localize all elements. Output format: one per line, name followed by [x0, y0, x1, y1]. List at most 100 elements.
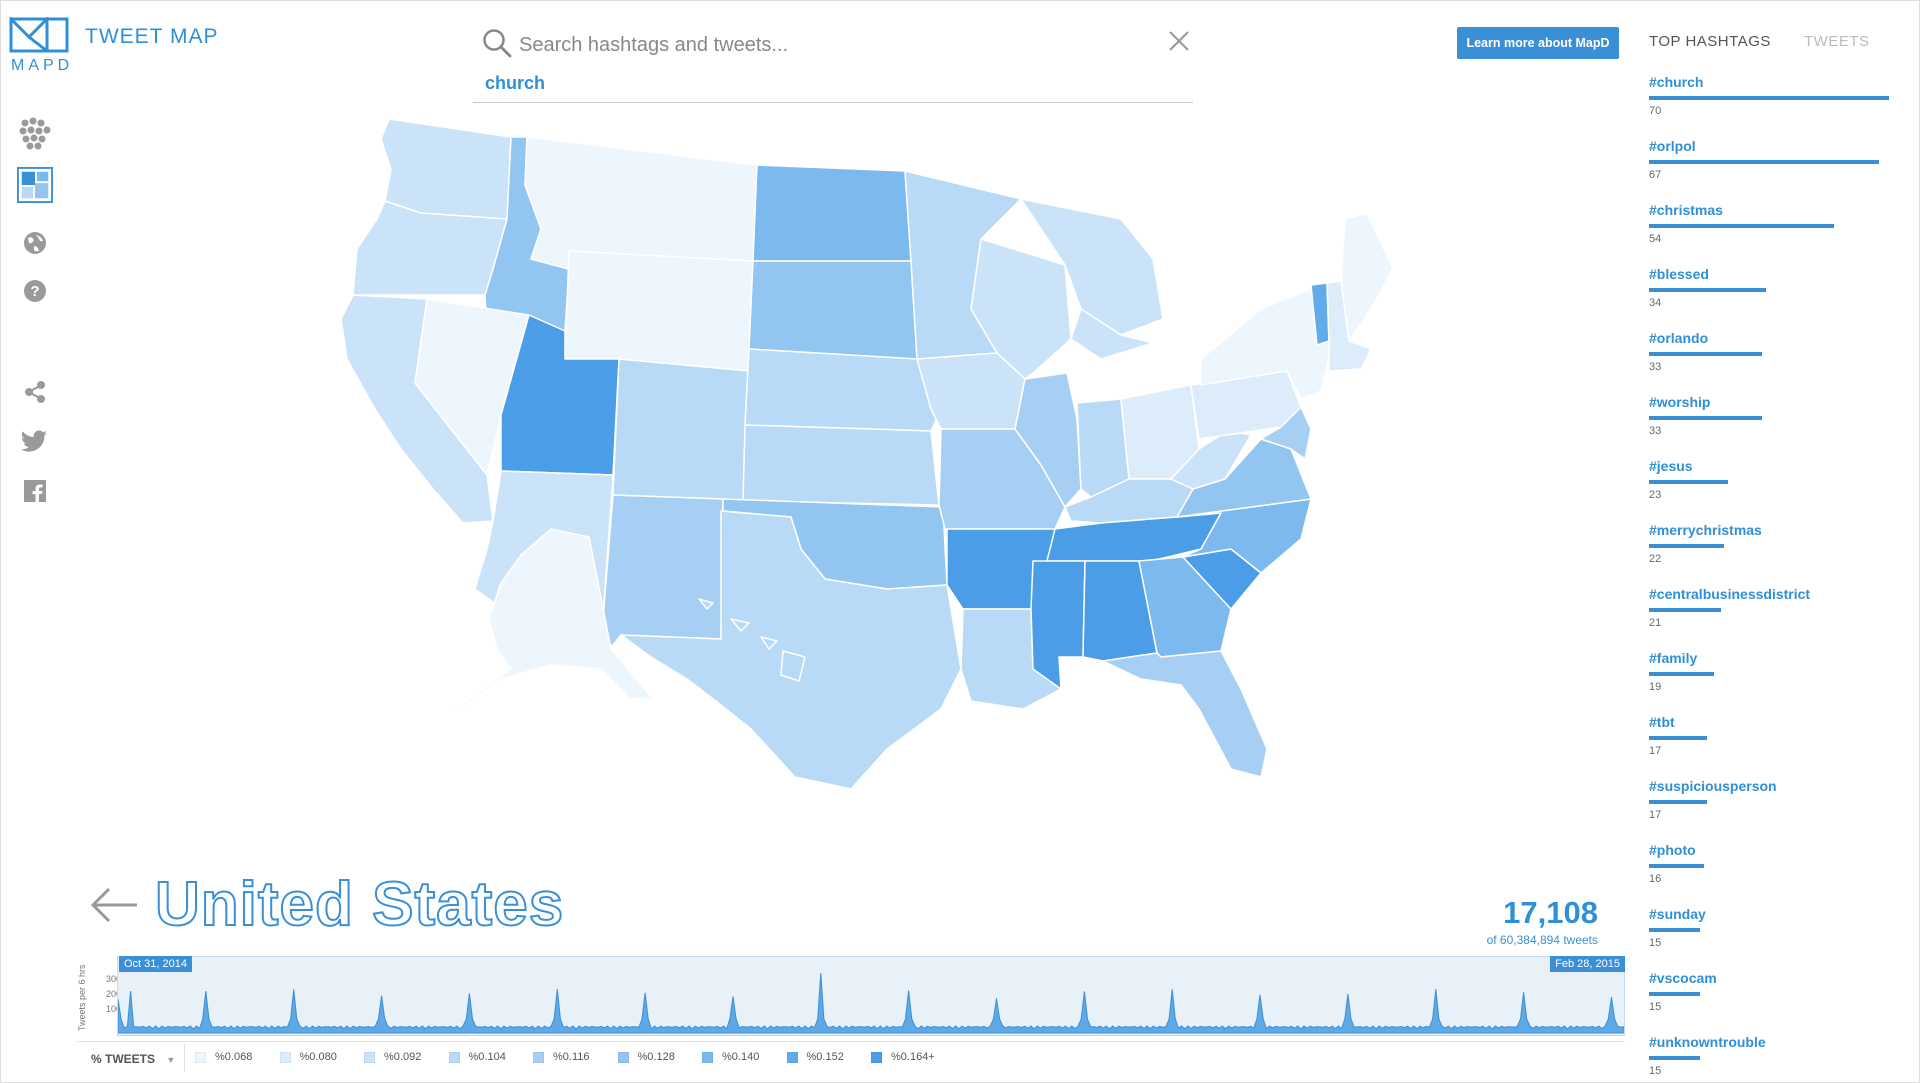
legend-swatch	[702, 1051, 713, 1063]
cluster-view-icon[interactable]	[17, 115, 53, 151]
search-icon	[483, 29, 512, 58]
hashtag-item[interactable]: #centralbusinessdistrict 21	[1649, 585, 1899, 649]
hashtag-name: #merrychristmas	[1649, 522, 1762, 538]
state-mt	[524, 136, 758, 270]
hashtag-name: #photo	[1649, 842, 1696, 858]
hashtag-item[interactable]: #unknowntrouble 15	[1649, 1033, 1899, 1083]
state-il	[1014, 372, 1082, 508]
hashtag-item[interactable]: #church 70	[1649, 73, 1899, 137]
search-input[interactable]	[519, 29, 1119, 61]
hashtag-bar	[1649, 224, 1835, 228]
hashtag-bar	[1649, 160, 1879, 164]
globe-view-icon[interactable]	[17, 225, 53, 261]
right-panel-tabs: TOP HASHTAGS TWEETS	[1649, 33, 1899, 55]
choropleth-view-icon[interactable]	[17, 167, 53, 203]
legend-item: %0.092	[364, 1051, 449, 1063]
legend-swatch	[364, 1051, 375, 1063]
legend-swatch	[617, 1051, 629, 1063]
learn-more-button[interactable]: Learn more about MapD	[1457, 27, 1619, 59]
hashtag-item[interactable]: #orlpol 67	[1649, 137, 1899, 201]
legend-item: %0.116	[533, 1051, 618, 1063]
back-arrow-icon[interactable]	[89, 885, 139, 925]
active-search-term[interactable]: church	[485, 73, 546, 93]
hashtag-item[interactable]: #sunday 15	[1649, 905, 1899, 969]
legend-swatch	[279, 1051, 291, 1063]
hashtag-name: #orlando	[1649, 330, 1709, 346]
timeline-end-date[interactable]: Feb 28, 2015	[1550, 956, 1625, 972]
hashtag-name: #tbt	[1649, 714, 1675, 730]
hashtag-bar	[1649, 800, 1708, 804]
hashtag-count: 54	[1649, 233, 1662, 245]
legend-swatch	[533, 1051, 544, 1063]
legend-label: %0.068	[215, 1051, 253, 1063]
tab-top-hashtags[interactable]: TOP HASHTAGS	[1649, 33, 1771, 50]
help-icon[interactable]: ?	[17, 273, 53, 309]
close-icon[interactable]	[1165, 27, 1193, 55]
mapd-logo[interactable]: MAPD	[9, 17, 71, 75]
state-wa	[380, 118, 512, 220]
hashtag-name: #church	[1649, 74, 1704, 90]
timeline-plot[interactable]	[117, 956, 1625, 1036]
hashtag-item[interactable]: #blessed 34	[1649, 265, 1899, 329]
hashtag-bar	[1649, 928, 1701, 932]
state-hi	[698, 598, 806, 682]
timeline-area	[117, 972, 1625, 1034]
state-wv	[1170, 430, 1252, 490]
hashtag-name: #vscocam	[1649, 970, 1717, 986]
legend-label: %0.116	[553, 1051, 590, 1063]
state-nc	[1176, 498, 1312, 574]
us-choropleth-map[interactable]	[321, 109, 1481, 829]
hashtag-count: 19	[1649, 681, 1662, 693]
share-icon[interactable]	[17, 374, 53, 410]
timeline-start-date[interactable]: Oct 31, 2014	[119, 956, 192, 972]
hashtag-item[interactable]: #suspiciousperson 17	[1649, 777, 1899, 841]
region-title: United States	[154, 869, 565, 940]
state-ms	[1030, 560, 1086, 690]
hashtag-bar	[1649, 352, 1763, 356]
hashtag-count: 16	[1649, 873, 1662, 885]
legend-item: %0.140	[702, 1051, 787, 1063]
hashtag-item[interactable]: #jesus 23	[1649, 457, 1899, 521]
legend-swatch	[871, 1051, 882, 1063]
hashtag-name: #family	[1649, 650, 1698, 666]
tweet-count: 17,108	[1503, 895, 1598, 930]
hashtag-bar	[1649, 736, 1708, 740]
hashtag-bar	[1649, 416, 1763, 420]
state-wi	[970, 238, 1072, 380]
hashtag-bar	[1649, 864, 1704, 868]
hashtag-item[interactable]: #vscocam 15	[1649, 969, 1899, 1033]
state-ne	[744, 348, 942, 432]
legend-item: %0.080	[279, 1051, 365, 1063]
hashtag-item[interactable]: #photo 16	[1649, 841, 1899, 905]
hashtag-item[interactable]: #orlando 33	[1649, 329, 1899, 393]
twitter-icon[interactable]	[17, 423, 53, 459]
hashtag-bar	[1649, 672, 1715, 676]
hashtag-item[interactable]: #christmas 54	[1649, 201, 1899, 265]
tab-tweets[interactable]: TWEETS	[1804, 33, 1870, 50]
hashtag-bar	[1649, 992, 1701, 996]
facebook-icon[interactable]	[17, 473, 53, 509]
hashtag-item[interactable]: #family 19	[1649, 649, 1899, 713]
hashtag-item[interactable]: #tbt 17	[1649, 713, 1899, 777]
hashtag-bar	[1649, 608, 1721, 612]
state-fl	[1102, 650, 1268, 778]
hashtag-count: 67	[1649, 169, 1662, 181]
hashtag-count: 15	[1649, 1065, 1662, 1077]
legend-label: %0.092	[384, 1051, 422, 1063]
hashtag-count: 15	[1649, 937, 1662, 949]
hashtag-item[interactable]: #worship 33	[1649, 393, 1899, 457]
timeline-chart[interactable]: Tweets per 6 hrs 300 200 100 Oct 31, 201…	[77, 956, 1625, 1036]
legend-item: %0.104	[448, 1051, 534, 1063]
hashtag-name: #suspiciousperson	[1649, 778, 1777, 794]
y-tick-300: 300	[105, 974, 121, 984]
legend-item: %0.152	[786, 1051, 872, 1063]
metric-select[interactable]: % TWEETS ▼	[77, 1044, 185, 1072]
legend-bar: % TWEETS ▼ %0.068 %0.080 %0.092 %0.104 %0.11…	[77, 1041, 1625, 1072]
hashtag-bar	[1649, 480, 1728, 484]
state-nd	[752, 164, 912, 262]
hashtag-count: 70	[1649, 105, 1662, 117]
hashtag-item[interactable]: #merrychristmas 22	[1649, 521, 1899, 585]
tweet-total: of 60,384,894 tweets	[1486, 933, 1598, 947]
state-me	[1340, 212, 1394, 342]
